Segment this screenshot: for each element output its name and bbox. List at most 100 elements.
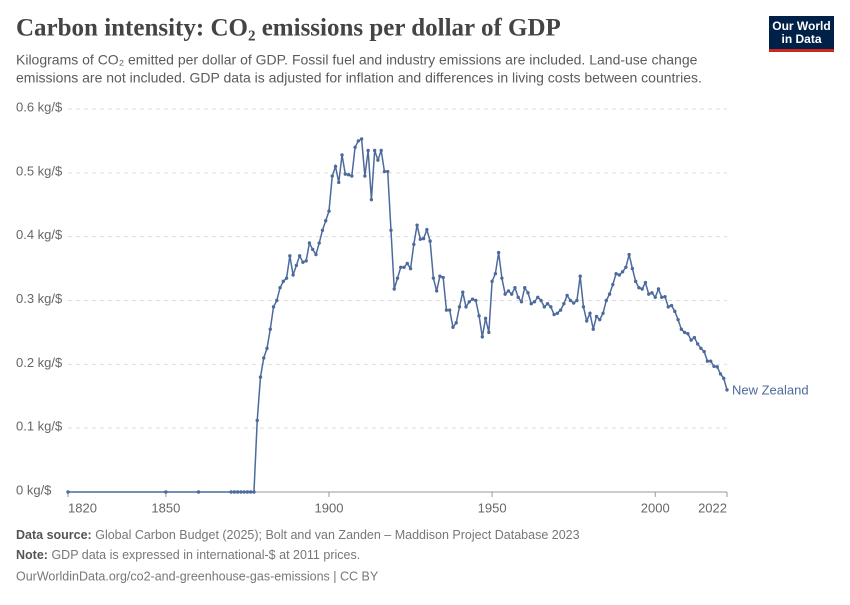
series-line bbox=[68, 137, 728, 493]
series-label: New Zealand bbox=[732, 382, 809, 397]
data-point bbox=[496, 250, 501, 255]
data-point bbox=[363, 174, 367, 178]
data-point bbox=[359, 137, 364, 141]
data-point bbox=[356, 139, 361, 143]
data-point bbox=[379, 148, 383, 153]
data-point bbox=[444, 308, 449, 312]
data-point bbox=[324, 219, 328, 223]
data-point bbox=[392, 287, 396, 291]
data-point bbox=[232, 490, 237, 494]
data-point bbox=[314, 252, 318, 257]
data-point bbox=[412, 242, 416, 247]
data-point bbox=[353, 145, 357, 149]
data-point bbox=[715, 365, 719, 369]
data-point bbox=[705, 359, 710, 363]
data-point bbox=[555, 311, 560, 315]
data-point bbox=[643, 280, 648, 285]
data-point bbox=[647, 292, 651, 296]
data-point bbox=[337, 180, 341, 185]
data-point bbox=[327, 209, 331, 213]
data-point bbox=[284, 276, 289, 280]
data-point bbox=[275, 298, 279, 303]
data-point bbox=[294, 263, 299, 268]
data-point bbox=[248, 490, 253, 494]
data-point bbox=[653, 295, 657, 300]
data-point bbox=[304, 259, 308, 263]
chart-title: Carbon intensity: CO₂ emissions per doll… bbox=[16, 15, 561, 42]
data-point bbox=[343, 172, 348, 176]
data-point bbox=[552, 312, 556, 317]
data-point bbox=[245, 490, 250, 494]
data-point bbox=[252, 490, 256, 494]
data-point bbox=[516, 295, 520, 300]
x-tick-label: 2000 bbox=[641, 500, 670, 515]
data-point bbox=[480, 335, 485, 339]
data-point bbox=[519, 300, 524, 304]
data-point bbox=[692, 335, 697, 340]
data-point bbox=[346, 173, 351, 177]
data-point bbox=[366, 148, 370, 153]
data-point bbox=[451, 325, 455, 330]
y-tick-label: 0.6 kg/$ bbox=[16, 99, 63, 114]
data-point bbox=[539, 298, 543, 303]
y-tick-label: 0.1 kg/$ bbox=[16, 419, 63, 434]
data-point bbox=[568, 298, 573, 303]
data-point bbox=[386, 169, 390, 174]
data-point bbox=[506, 289, 511, 293]
logo[interactable]: Our World in Data bbox=[769, 16, 834, 52]
data-point bbox=[376, 158, 380, 162]
note: Note: GDP data is expressed in internati… bbox=[16, 548, 360, 562]
note-text: GDP data is expressed in international-$… bbox=[51, 548, 360, 562]
data-point bbox=[196, 490, 201, 494]
data-point bbox=[493, 271, 498, 276]
data-point bbox=[447, 308, 452, 312]
data-point bbox=[434, 289, 439, 293]
data-point bbox=[712, 364, 716, 368]
data-point bbox=[350, 174, 354, 178]
data-point bbox=[633, 279, 638, 284]
data-point bbox=[66, 490, 70, 494]
data-point bbox=[588, 311, 592, 315]
data-point bbox=[268, 327, 272, 331]
y-tick-label: 0.4 kg/$ bbox=[16, 227, 63, 242]
data-point bbox=[545, 301, 550, 306]
data-point bbox=[581, 305, 586, 309]
data-point bbox=[725, 388, 729, 392]
data-point bbox=[441, 275, 445, 280]
data-point bbox=[666, 305, 670, 309]
data-point bbox=[382, 169, 387, 174]
data-point bbox=[408, 266, 413, 271]
data-point bbox=[682, 330, 687, 335]
data-point bbox=[258, 375, 263, 379]
data-point bbox=[532, 300, 537, 304]
data-point bbox=[265, 346, 269, 351]
data-point bbox=[562, 301, 566, 306]
url[interactable]: OurWorldinData.org/co2-and-greenhouse-ga… bbox=[16, 569, 379, 583]
data-point bbox=[239, 490, 243, 494]
data-point bbox=[297, 254, 302, 258]
data-point bbox=[601, 311, 605, 315]
data-point bbox=[575, 298, 579, 303]
data-point bbox=[454, 321, 458, 325]
data-point bbox=[310, 247, 315, 252]
data-point bbox=[369, 197, 374, 202]
data-point bbox=[702, 349, 706, 354]
data-point bbox=[630, 266, 635, 271]
data-point bbox=[699, 346, 703, 351]
data-point bbox=[536, 295, 540, 300]
data-point bbox=[526, 291, 530, 295]
data-point bbox=[235, 490, 240, 494]
data-point bbox=[461, 290, 465, 294]
data-point bbox=[281, 279, 286, 284]
data-point bbox=[614, 271, 618, 276]
data-point bbox=[591, 327, 595, 331]
source: Data source: Global Carbon Budget (2025)… bbox=[16, 528, 580, 542]
data-point bbox=[395, 276, 400, 280]
subtitle: Kilograms of CO₂ emitted per dollar of G… bbox=[16, 52, 698, 68]
data-point bbox=[425, 227, 429, 232]
data-point bbox=[415, 223, 419, 227]
y-tick-label: 0.3 kg/$ bbox=[16, 291, 63, 306]
logo-bar bbox=[769, 49, 834, 52]
data-point bbox=[418, 237, 423, 241]
